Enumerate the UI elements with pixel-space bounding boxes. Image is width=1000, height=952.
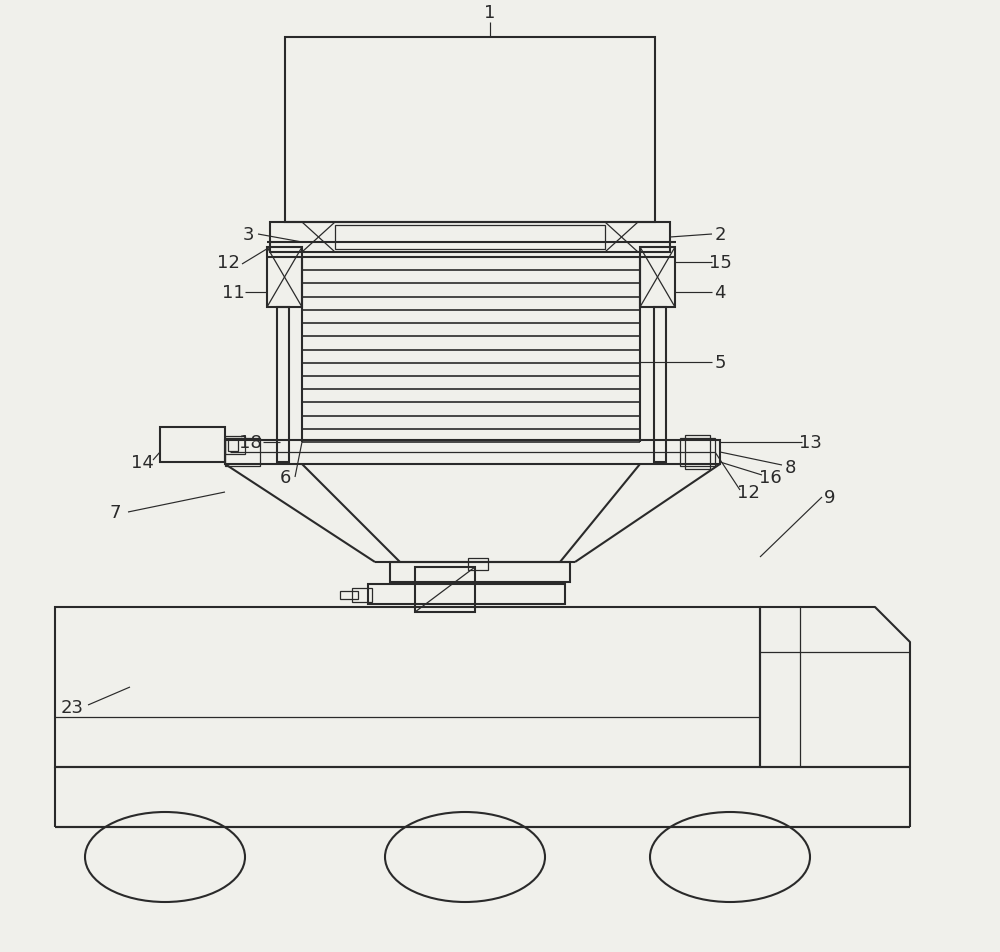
- Bar: [340, 591, 358, 600]
- Text: 6: 6: [279, 468, 291, 486]
- Text: 9: 9: [824, 488, 836, 506]
- Bar: [277, 307, 289, 463]
- Text: 15: 15: [709, 254, 731, 271]
- Bar: [225, 439, 260, 466]
- Text: 1: 1: [484, 4, 496, 22]
- Bar: [415, 567, 475, 612]
- Text: 11: 11: [222, 284, 244, 302]
- Bar: [654, 307, 666, 463]
- Text: 3: 3: [242, 226, 254, 244]
- Text: 5: 5: [714, 353, 726, 371]
- Text: 12: 12: [737, 484, 759, 502]
- Bar: [55, 607, 760, 767]
- Text: 14: 14: [131, 453, 153, 471]
- Text: 4: 4: [714, 284, 726, 302]
- Bar: [468, 559, 488, 570]
- Bar: [352, 588, 372, 603]
- Bar: [285, 38, 655, 223]
- Bar: [160, 427, 225, 463]
- Bar: [225, 441, 720, 465]
- Bar: [335, 226, 605, 249]
- Bar: [267, 248, 302, 307]
- Text: 2: 2: [714, 226, 726, 244]
- Text: 23: 23: [60, 698, 84, 716]
- Bar: [680, 439, 715, 466]
- Bar: [368, 585, 565, 605]
- Text: 13: 13: [799, 433, 821, 451]
- Bar: [640, 248, 675, 307]
- Bar: [228, 440, 238, 451]
- Bar: [225, 437, 245, 454]
- Bar: [390, 563, 570, 583]
- Bar: [685, 436, 710, 469]
- Text: 16: 16: [759, 468, 781, 486]
- Text: 12: 12: [217, 254, 239, 271]
- Text: 8: 8: [784, 459, 796, 477]
- Text: 18: 18: [239, 433, 261, 451]
- Text: 7: 7: [109, 504, 121, 522]
- Bar: [270, 223, 670, 252]
